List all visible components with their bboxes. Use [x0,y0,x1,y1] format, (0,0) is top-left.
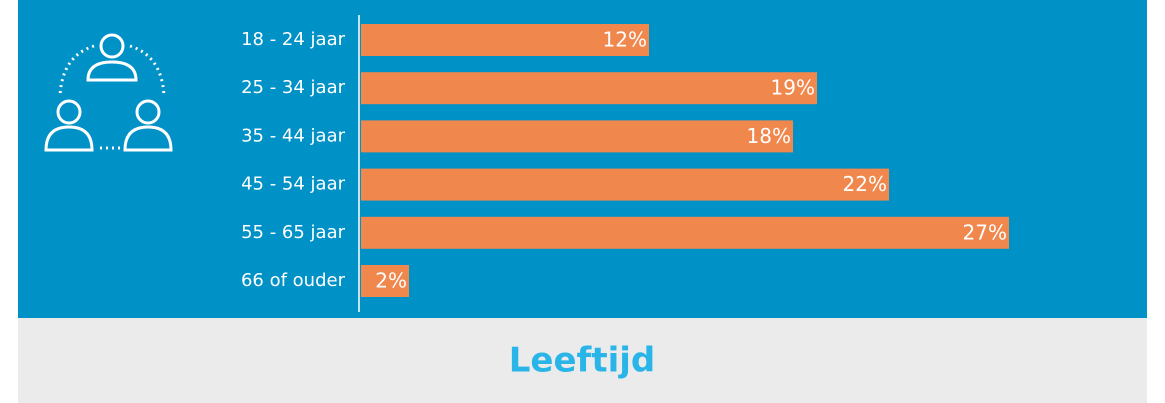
bar [361,168,889,201]
bar [361,72,817,105]
bar [361,216,1009,249]
value-label: 2% [375,269,407,293]
value-label: 22% [843,172,887,196]
category-label: 18 - 24 jaar [241,29,346,50]
value-label: 18% [747,124,791,148]
bar [361,120,793,153]
value-label: 27% [963,220,1007,244]
category-label: 35 - 44 jaar [241,125,346,146]
chart-title: Leeftijd [509,341,655,381]
category-label: 45 - 54 jaar [241,174,346,195]
people-icon [44,33,173,152]
bar [361,265,409,297]
category-label: 66 of ouder [241,270,346,291]
category-label: 25 - 34 jaar [241,77,346,98]
title-panel [18,318,1147,403]
category-label: 55 - 65 jaar [241,222,346,243]
bar [361,24,649,56]
value-label: 19% [771,76,815,100]
value-label: 12% [603,28,647,52]
